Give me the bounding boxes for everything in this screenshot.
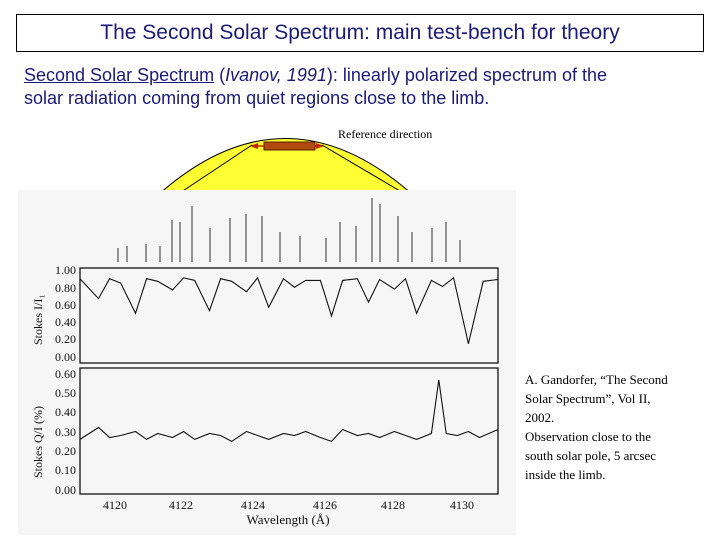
solar-limb-dome (156, 138, 415, 196)
slide-title: The Second Solar Spectrum: main test-ben… (100, 21, 620, 44)
caption-line: south solar pole, 5 arcsec (525, 448, 657, 463)
bottom-ylabel: Stokes Q/I (%) (31, 406, 45, 478)
x-axis-label: Wavelength (Å) (246, 512, 329, 527)
bottom-ytick: 0.40 (55, 405, 76, 419)
reference-direction-label: Reference direction (338, 127, 433, 141)
top-ytick: 0.20 (55, 332, 76, 346)
subtitle-reference: Ivanov, 1991 (225, 65, 327, 85)
caption-line: 2002. (525, 410, 555, 425)
top-ytick: 0.00 (55, 350, 76, 364)
reference-arrow-left (250, 143, 258, 149)
subtitle-term: Second Solar Spectrum (24, 65, 215, 85)
bottom-ytick: 0.30 (55, 425, 76, 439)
stokes-i-curve (79, 276, 499, 344)
figure-caption: A. Gandorfer, “The Second Solar Spectrum… (525, 370, 715, 484)
top-ytick: 0.80 (55, 281, 76, 295)
bottom-ytick: 0.60 (55, 367, 76, 381)
reference-arrow-right (316, 143, 324, 149)
x-tick: 4122 (169, 498, 193, 512)
slit-bar (263, 141, 316, 151)
bottom-ytick: 0.50 (55, 386, 76, 400)
bottom-ytick: 0.20 (55, 444, 76, 458)
top-ytick: 0.60 (55, 298, 76, 312)
caption-line: A. Gandorfer, “The Second (525, 372, 668, 387)
caption-line: Solar Spectrum”, Vol II, (525, 391, 651, 406)
x-tick: 4124 (241, 498, 265, 512)
x-tick: 4120 (103, 498, 127, 512)
bottom-ytick: 0.00 (55, 483, 76, 497)
top-ytick: 1.00 (55, 263, 76, 277)
x-tick: 4128 (381, 498, 405, 512)
bottom-ytick: 0.10 (55, 463, 76, 477)
bottom-yticks: 0.60 0.50 0.40 0.30 0.20 0.10 0.00 (55, 367, 76, 497)
top-yticks: 1.00 0.80 0.60 0.40 0.20 0.00 (55, 263, 76, 364)
slide-subtitle: Second Solar Spectrum (Ivanov, 1991): li… (24, 65, 607, 108)
x-tick: 4130 (450, 498, 474, 512)
slide-title-box: The Second Solar Spectrum: main test-ben… (16, 14, 704, 52)
spectrum-curves (79, 276, 499, 443)
top-ytick: 0.40 (55, 315, 76, 329)
top-panel-frame (79, 267, 499, 364)
caption-line: inside the limb. (525, 467, 606, 482)
line-id-ticks (117, 198, 461, 262)
bottom-panel-frame (79, 367, 499, 495)
caption-line: Observation close to the (525, 429, 651, 444)
top-ylabel: Stokes I/I₁ (31, 294, 45, 345)
subtitle-line2: solar radiation coming from quiet region… (24, 88, 490, 108)
x-ticks: 4120 4122 4124 4126 4128 4130 (103, 498, 474, 512)
subtitle-rest: : linearly polarized spectrum of the (332, 65, 607, 85)
x-tick: 4126 (313, 498, 337, 512)
stokes-q-curve (79, 379, 499, 443)
